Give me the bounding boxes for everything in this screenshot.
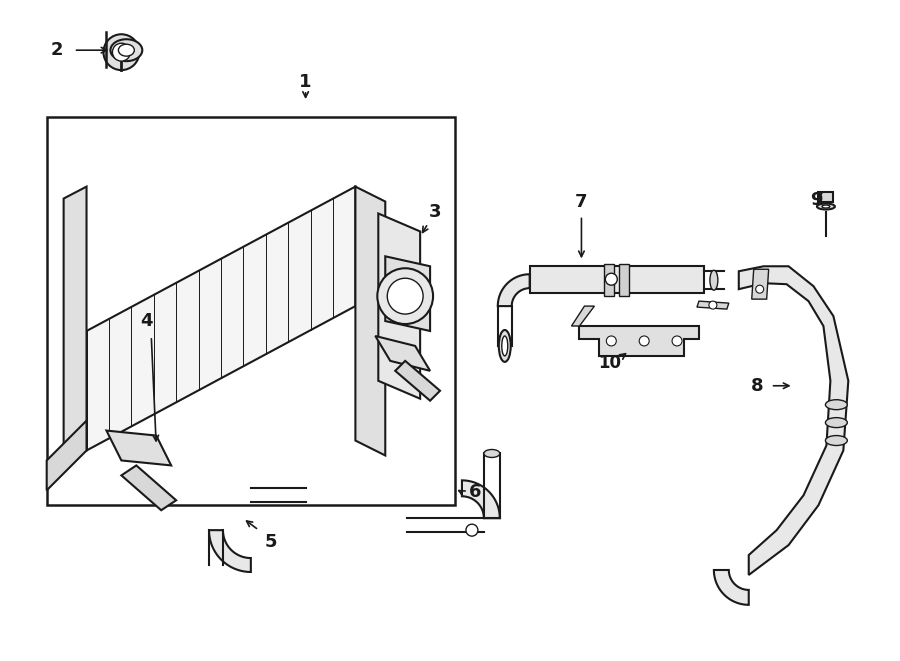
- Polygon shape: [818, 192, 833, 202]
- Polygon shape: [739, 266, 849, 575]
- Ellipse shape: [502, 336, 508, 356]
- Bar: [619, 264, 629, 296]
- Text: 4: 4: [140, 312, 152, 330]
- Ellipse shape: [822, 205, 830, 208]
- Ellipse shape: [499, 330, 510, 362]
- Text: 8: 8: [751, 377, 763, 395]
- Polygon shape: [462, 481, 500, 518]
- Text: 7: 7: [575, 192, 588, 211]
- Ellipse shape: [710, 270, 718, 290]
- Polygon shape: [86, 186, 356, 451]
- Text: 5: 5: [265, 533, 277, 551]
- Text: 3: 3: [428, 202, 441, 221]
- Text: 6: 6: [469, 483, 482, 501]
- Text: 2: 2: [50, 41, 63, 59]
- Text: 10: 10: [598, 354, 621, 372]
- Polygon shape: [395, 361, 440, 401]
- Bar: [604, 264, 615, 296]
- Polygon shape: [714, 570, 749, 605]
- Circle shape: [709, 301, 717, 309]
- Text: 9: 9: [810, 190, 823, 209]
- Ellipse shape: [825, 436, 847, 446]
- Polygon shape: [122, 465, 176, 510]
- Ellipse shape: [817, 204, 835, 210]
- Polygon shape: [64, 186, 86, 461]
- Circle shape: [387, 278, 423, 314]
- Bar: [47, 117, 455, 505]
- Ellipse shape: [825, 418, 847, 428]
- Text: 1: 1: [300, 73, 312, 91]
- Polygon shape: [530, 266, 704, 293]
- Polygon shape: [385, 256, 430, 331]
- Polygon shape: [378, 214, 420, 399]
- Circle shape: [104, 34, 140, 70]
- Polygon shape: [47, 420, 86, 490]
- Circle shape: [466, 524, 478, 536]
- Ellipse shape: [484, 449, 500, 457]
- Polygon shape: [752, 269, 769, 299]
- Ellipse shape: [111, 39, 142, 61]
- Ellipse shape: [825, 400, 847, 410]
- Circle shape: [607, 336, 616, 346]
- Ellipse shape: [119, 44, 134, 56]
- Circle shape: [112, 43, 130, 61]
- Polygon shape: [697, 301, 729, 309]
- Circle shape: [672, 336, 682, 346]
- Polygon shape: [375, 336, 430, 371]
- Polygon shape: [209, 530, 251, 572]
- Circle shape: [606, 273, 617, 285]
- Circle shape: [756, 285, 764, 293]
- Polygon shape: [356, 186, 385, 455]
- Polygon shape: [106, 430, 171, 465]
- Polygon shape: [572, 306, 594, 326]
- Circle shape: [377, 268, 433, 324]
- Circle shape: [639, 336, 649, 346]
- Polygon shape: [498, 274, 530, 306]
- Polygon shape: [580, 326, 699, 356]
